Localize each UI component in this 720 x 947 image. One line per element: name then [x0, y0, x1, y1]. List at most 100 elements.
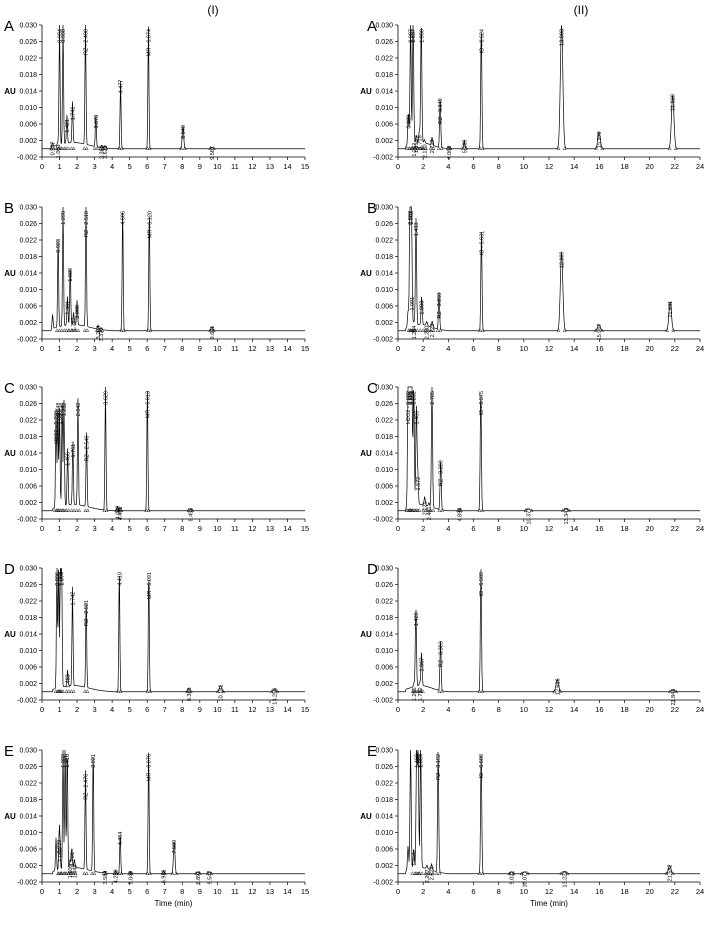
integration-marker — [428, 508, 433, 512]
x-axis-title: Time (min) — [155, 899, 193, 908]
x-tick-label: 10 — [520, 705, 528, 714]
peak-label: 9.691 — [210, 326, 216, 340]
x-tick-label: 12 — [545, 162, 553, 171]
peak-label: 3.622 — [103, 145, 109, 159]
x-tick-label: 24 — [696, 344, 704, 353]
peak-label: IO - 6.608 — [479, 754, 485, 778]
x-tick-label: 8 — [497, 705, 501, 714]
y-tick-label: 0.026 — [375, 221, 393, 228]
peak-label: IO - 6.575 — [479, 391, 485, 415]
peak-label: 2.042 — [76, 403, 82, 417]
integration-marker — [186, 508, 191, 512]
peak-label: MR - 6.013 — [145, 391, 151, 418]
integration-marker — [73, 871, 78, 875]
integration-marker — [57, 328, 62, 332]
x-tick-label: 16 — [595, 887, 603, 896]
peak-label: 1.598 — [416, 754, 422, 768]
x-tick-label: 8 — [180, 887, 184, 896]
integration-marker — [667, 146, 672, 150]
x-tick-label: 5 — [128, 705, 132, 714]
y-tick-label: 0.030 — [375, 205, 393, 212]
integration-marker — [119, 146, 124, 150]
peak-label: 2.673 — [430, 867, 436, 881]
y-tick-label: 0.010 — [19, 287, 37, 294]
integration-marker — [190, 508, 194, 512]
integration-marker — [665, 328, 669, 332]
y-tick-label: 0.030 — [19, 205, 37, 212]
peak-label: 2.120 — [422, 144, 428, 158]
x-tick-label: 1 — [57, 344, 61, 353]
integration-marker — [148, 328, 153, 332]
y-tick-label: -0.002 — [373, 698, 393, 705]
x-tick-label: 6 — [471, 887, 475, 896]
integration-marker — [417, 871, 422, 875]
integration-marker — [67, 328, 71, 332]
y-axis-title: AU — [360, 269, 372, 278]
y-tick-label: 0.006 — [19, 122, 37, 129]
y-tick-label: 0.006 — [19, 484, 37, 491]
peak-label: 21.828 — [671, 94, 677, 111]
integration-marker — [437, 871, 442, 875]
panel-letter: A — [4, 18, 14, 35]
integration-marker — [594, 328, 598, 332]
integration-marker — [562, 328, 567, 332]
peak-label: RZ - 3.349 — [438, 98, 444, 124]
peak-label: 0.905 — [407, 391, 413, 405]
y-tick-label: 0.014 — [375, 632, 393, 639]
peak-label: 1.433 — [414, 223, 420, 237]
peak-label: IO - 6.631 — [479, 231, 485, 255]
x-tick-label: 9 — [198, 705, 202, 714]
y-tick-label: 0.018 — [375, 254, 393, 261]
integration-marker — [70, 328, 75, 332]
y-tick-label: 0.018 — [375, 615, 393, 622]
peak-label: 1.468 — [415, 754, 421, 768]
x-tick-label: 9 — [198, 162, 202, 171]
x-tick-label: 12 — [545, 524, 553, 533]
y-tick-label: 0.010 — [19, 648, 37, 655]
integration-marker — [437, 508, 442, 512]
integration-marker — [59, 871, 64, 875]
integration-marker — [119, 508, 124, 512]
integration-marker — [100, 328, 105, 332]
integration-marker — [146, 328, 150, 332]
panel-letter: B — [4, 200, 14, 217]
integration-marker — [129, 871, 134, 875]
integration-marker — [523, 508, 528, 512]
integration-marker — [600, 328, 604, 332]
peak-label: MR - 6.076 — [147, 754, 153, 781]
x-tick-label: 10 — [213, 162, 221, 171]
integration-marker — [529, 508, 534, 512]
x-tick-label: 22 — [671, 705, 679, 714]
integration-marker — [145, 871, 150, 875]
integration-marker — [671, 328, 676, 332]
peak-label: 1.456 — [414, 140, 420, 154]
chromatogram-trace — [398, 206, 700, 332]
integration-marker — [56, 146, 61, 150]
integration-marker — [95, 328, 99, 332]
peak-label: RZ - 2.510 — [84, 211, 90, 237]
x-tick-label: 1 — [57, 162, 61, 171]
integration-marker — [102, 508, 107, 512]
peak-label: 1.883 — [420, 301, 426, 315]
x-tick-label: 10 — [520, 887, 528, 896]
integration-marker — [212, 146, 216, 150]
integration-marker — [51, 146, 56, 150]
peak-label: 3.204 — [96, 326, 102, 340]
integration-marker — [412, 328, 417, 332]
integration-marker — [507, 871, 512, 875]
peak-label: 9.567 — [210, 146, 216, 160]
peak-label: 1.797 — [72, 317, 78, 331]
y-tick-label: 0.018 — [375, 434, 393, 441]
integration-marker — [519, 871, 524, 875]
y-axis-title: AU — [360, 812, 372, 821]
chromatogram-trace — [398, 386, 700, 512]
y-tick-label: -0.002 — [17, 337, 37, 344]
integration-marker — [85, 328, 90, 332]
chromatogram-trace — [398, 24, 700, 150]
peak-label: RZ - 2.521 — [84, 600, 90, 626]
peak-label: RZ - 3.383 — [439, 641, 445, 667]
integration-marker — [62, 871, 66, 875]
peak-label: 1.094 — [60, 572, 66, 586]
x-tick-label: 14 — [570, 705, 578, 714]
